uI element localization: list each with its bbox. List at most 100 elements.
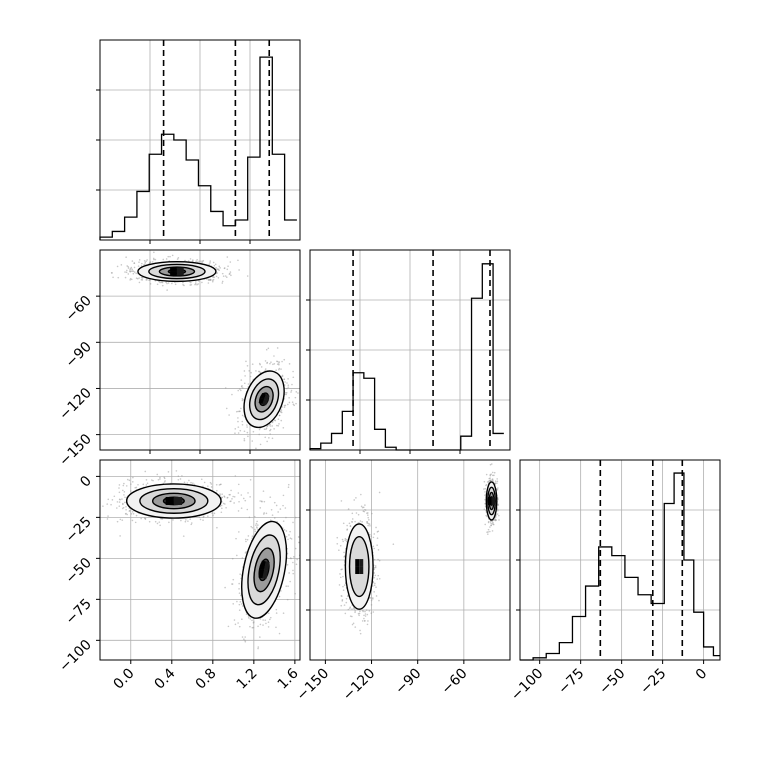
scatter-point [238,588,240,590]
scatter-point [185,519,187,521]
scatter-point [244,375,246,377]
scatter-point [347,608,350,611]
scatter-point [137,483,139,486]
scatter-point [218,265,221,268]
scatter-point [153,251,155,254]
scatter-point [361,620,364,622]
scatter-point [370,535,372,537]
scatter-point [257,646,260,648]
scatter-point [278,595,281,598]
scatter-point [251,619,253,622]
scatter-point [280,409,283,411]
scatter-point [213,512,216,515]
scatter-point [487,528,490,531]
scatter-point [360,505,363,508]
scatter-point [273,501,276,504]
scatter-point [237,259,239,262]
scatter-point [148,520,151,523]
scatter-point [167,471,170,473]
histogram-bar [125,217,137,240]
scatter-point [121,498,123,500]
scatter-point [227,265,229,268]
scatter-point [237,483,240,486]
scatter-point [287,538,289,541]
scatter-point [247,492,249,494]
scatter-point [277,511,279,513]
scatter-point [165,258,168,260]
scatter-point [118,498,121,501]
scatter-point [129,490,132,492]
scatter-point [182,535,185,537]
scatter-point [243,430,246,433]
scatter-point [249,478,252,481]
scatter-point [486,533,489,535]
scatter-point [367,516,370,519]
scatter-point [202,516,205,519]
scatter-point [234,623,237,626]
scatter-point [209,481,212,484]
scatter-point [221,282,224,284]
scatter-point [362,506,365,509]
scatter-point [365,609,368,611]
x-tick-label: −100 [508,666,547,705]
scatter-point [292,572,295,575]
scatter-point [491,523,493,525]
scatter-point [123,501,126,504]
scatter-point [200,478,203,481]
scatter-point [140,517,142,520]
scatter-point [217,268,219,270]
scatter-point [271,514,274,516]
scatter-point [240,389,242,392]
scatter-point [373,584,376,587]
scatter-point [493,471,496,474]
histogram-bar [713,656,720,660]
scatter-point [268,437,270,439]
contour-line [158,266,196,277]
scatter-point [239,388,241,390]
scatter-point [171,282,173,285]
scatter-point [201,281,203,284]
scatter-point [244,552,247,554]
scatter-point [251,363,254,365]
scatter-point [496,480,499,483]
x-tick-label: −120 [340,666,379,705]
scatter-point [343,584,346,586]
scatter-point [489,463,492,466]
scatter-point [187,520,189,522]
scatter-point [146,482,149,485]
scatter-point [351,518,354,520]
scatter-point [278,368,280,371]
scatter-point [494,519,497,521]
density-core-cell [487,496,492,501]
scatter-point [282,520,285,522]
density-core-cell [355,559,360,567]
scatter-point [288,397,290,399]
scatter-point [282,494,285,497]
scatter-point [240,594,242,597]
scatter-point [140,265,143,267]
scatter-point [248,516,251,519]
scatter-point [256,524,259,526]
scatter-point [165,281,167,284]
scatter-point [225,276,228,279]
scatter-point [347,508,350,510]
histogram-bar [321,443,332,450]
histogram-bar [375,429,386,450]
scatter-point [184,520,187,523]
scatter-point [124,276,127,279]
scatter-point [246,426,248,428]
scatter-point [126,513,129,516]
scatter-point [231,498,233,500]
scatter-point [292,569,294,572]
scatter-point [116,501,119,503]
scatter-point [276,347,279,349]
scatter-point [371,598,374,600]
scatter-point [249,625,251,628]
scatter-point [128,510,131,512]
scatter-point [277,418,280,420]
scatter-point [287,378,289,380]
scatter-point [212,514,214,517]
scatter-point [167,282,170,284]
density-core-cell [359,559,364,567]
scatter-point [376,531,379,533]
